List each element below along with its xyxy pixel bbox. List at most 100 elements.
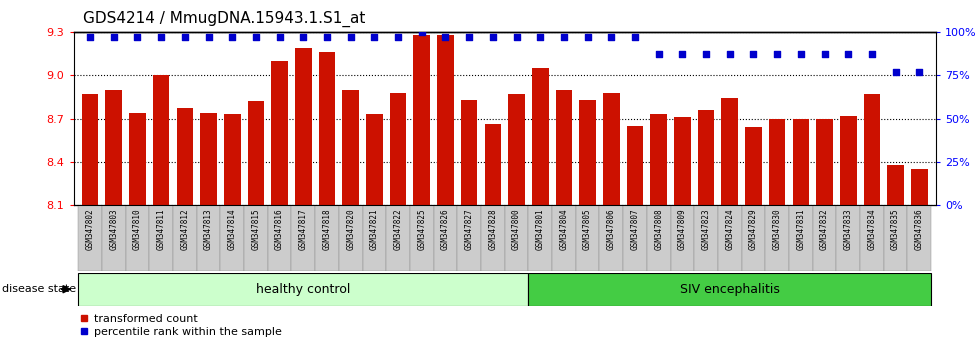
Point [319, 34, 335, 40]
Text: GSM347800: GSM347800 [512, 209, 521, 250]
Point [82, 34, 98, 40]
Point [367, 34, 382, 40]
Text: GSM347828: GSM347828 [488, 209, 498, 250]
Text: GSM347833: GSM347833 [844, 209, 853, 250]
Point [177, 34, 193, 40]
Bar [153, 75, 170, 205]
Point [580, 34, 596, 40]
Text: GSM347802: GSM347802 [85, 209, 95, 250]
Point [343, 34, 359, 40]
Text: GSM347803: GSM347803 [110, 209, 119, 250]
Bar [721, 98, 738, 205]
Text: GSM347827: GSM347827 [465, 209, 473, 250]
Text: GSM347831: GSM347831 [797, 209, 806, 250]
Bar [244, 205, 268, 271]
Bar [78, 273, 528, 306]
Point [153, 34, 169, 40]
Bar [528, 273, 931, 306]
Text: SIV encephalitis: SIV encephalitis [680, 283, 780, 296]
Bar [248, 101, 265, 205]
Bar [647, 205, 670, 271]
Bar [291, 205, 316, 271]
Point [746, 52, 761, 57]
Bar [342, 90, 359, 205]
Point [129, 34, 145, 40]
Bar [78, 205, 102, 271]
Point [414, 29, 429, 35]
Point [864, 52, 880, 57]
Point [248, 34, 264, 40]
Point [888, 69, 904, 75]
Point [816, 52, 832, 57]
Bar [836, 205, 860, 271]
Text: GSM347835: GSM347835 [891, 209, 900, 250]
Text: GSM347807: GSM347807 [630, 209, 640, 250]
Text: GSM347810: GSM347810 [133, 209, 142, 250]
Bar [102, 205, 125, 271]
Text: GSM347805: GSM347805 [583, 209, 592, 250]
Bar [339, 205, 363, 271]
Bar [576, 205, 600, 271]
Bar [318, 52, 335, 205]
Bar [887, 165, 904, 205]
Point [722, 52, 738, 57]
Bar [433, 205, 458, 271]
Bar [860, 205, 884, 271]
Text: GSM347816: GSM347816 [275, 209, 284, 250]
Bar [552, 205, 576, 271]
Point [438, 34, 454, 40]
Bar [316, 205, 339, 271]
Bar [414, 35, 430, 205]
Bar [840, 116, 857, 205]
Text: GSM347823: GSM347823 [702, 209, 710, 250]
Bar [268, 205, 291, 271]
Bar [481, 205, 505, 271]
Text: healthy control: healthy control [256, 283, 351, 296]
Point [532, 34, 548, 40]
Bar [505, 205, 528, 271]
Point [769, 52, 785, 57]
Bar [461, 100, 477, 205]
Bar [176, 108, 193, 205]
Point [911, 69, 927, 75]
Point [106, 34, 122, 40]
Point [841, 52, 857, 57]
Text: GSM347832: GSM347832 [820, 209, 829, 250]
Bar [765, 205, 789, 271]
Point [224, 34, 240, 40]
Text: GSM347815: GSM347815 [252, 209, 261, 250]
Point [296, 34, 312, 40]
Text: GSM347811: GSM347811 [157, 209, 166, 250]
Bar [484, 124, 501, 205]
Bar [149, 205, 173, 271]
Bar [200, 113, 217, 205]
Bar [125, 205, 149, 271]
Text: GSM347829: GSM347829 [749, 209, 758, 250]
Bar [271, 61, 288, 205]
Text: GSM347818: GSM347818 [322, 209, 331, 250]
Bar [674, 117, 691, 205]
Text: GSM347801: GSM347801 [536, 209, 545, 250]
Text: GDS4214 / MmugDNA.15943.1.S1_at: GDS4214 / MmugDNA.15943.1.S1_at [83, 11, 366, 27]
Text: GSM347817: GSM347817 [299, 209, 308, 250]
Bar [907, 205, 931, 271]
Bar [742, 205, 765, 271]
Bar [694, 205, 718, 271]
Text: GSM347804: GSM347804 [560, 209, 568, 250]
Bar [651, 114, 667, 205]
Point [651, 52, 666, 57]
Point [509, 34, 524, 40]
Text: GSM347812: GSM347812 [180, 209, 189, 250]
Bar [386, 205, 410, 271]
Point [627, 34, 643, 40]
Bar [603, 93, 619, 205]
Text: GSM347813: GSM347813 [204, 209, 213, 250]
Bar [556, 90, 572, 205]
Text: GSM347820: GSM347820 [346, 209, 355, 250]
Point [556, 34, 571, 40]
Bar [106, 90, 122, 205]
Text: GSM347814: GSM347814 [227, 209, 237, 250]
Bar [745, 127, 761, 205]
Text: GSM347836: GSM347836 [914, 209, 924, 250]
Text: GSM347808: GSM347808 [655, 209, 663, 250]
